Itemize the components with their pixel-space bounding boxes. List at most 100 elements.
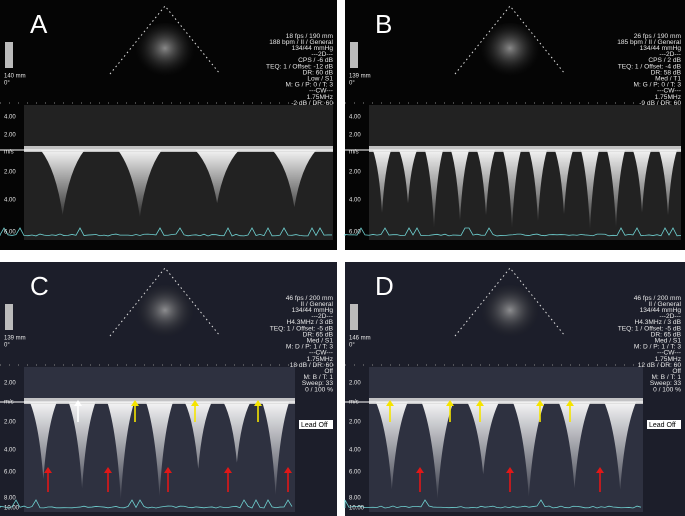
scale-label: m/s	[349, 150, 359, 156]
baseline-band	[24, 146, 333, 152]
setting-line: Med / S1	[655, 337, 682, 344]
setting-line: Med / T1	[655, 75, 681, 82]
sector-image	[135, 23, 195, 79]
setting-line: 18 fps / 190 mm	[286, 33, 334, 40]
angle-label: 0°	[4, 343, 10, 349]
setting-line: M: B / T: 1	[303, 374, 333, 381]
panel-letter: A	[30, 9, 48, 39]
scale-label: 2.00	[4, 170, 16, 176]
scale-label: 2.00	[4, 381, 16, 387]
sector-image	[480, 285, 540, 341]
scale-label: 4.00	[4, 448, 16, 454]
setting-line: 26 fps / 190 mm	[634, 33, 682, 40]
setting-line: 1.75MHz	[655, 94, 681, 101]
arrow-head	[44, 467, 52, 473]
scale-label: 10.00	[4, 506, 20, 512]
setting-line: ---2D---	[311, 51, 333, 58]
setting-line: Off	[324, 368, 333, 375]
arrow-head	[224, 467, 232, 473]
setting-line: II / General	[648, 301, 681, 308]
scale-label: 2.00	[349, 170, 361, 176]
arrow-head	[506, 467, 514, 473]
setting-line: Med / S1	[307, 337, 334, 344]
arrow-head	[191, 400, 199, 406]
scale-label: 4.00	[4, 198, 16, 204]
arrow-head	[596, 467, 604, 473]
setting-line: 1.75MHz	[655, 356, 681, 363]
setting-line: 1.75MHz	[307, 94, 333, 101]
gray-bar	[5, 304, 13, 330]
ecg-trace	[344, 499, 642, 509]
gray-bar	[5, 42, 13, 68]
scale-label: 10.00	[349, 506, 365, 512]
setting-line: 0 / 100 %	[305, 386, 333, 393]
setting-line: ---CW---	[657, 350, 681, 357]
doppler-spikes	[372, 150, 678, 230]
sector-image	[135, 285, 195, 341]
panel-letter: B	[375, 9, 392, 39]
setting-line: ---2D---	[311, 313, 333, 320]
setting-line: DR: 65 dB	[651, 331, 682, 338]
depth-label: 140 mm	[4, 74, 26, 80]
scale-label: 6.00	[349, 230, 361, 236]
setting-line: 134/44 mmHg	[640, 307, 682, 314]
lead-box	[299, 420, 333, 429]
baseline-band	[369, 146, 681, 152]
setting-line: M: G / P: 0 / T: 3	[285, 82, 333, 89]
scale-label: 4.00	[4, 115, 16, 121]
arrow-head	[284, 467, 292, 473]
scale-label: 6.00	[4, 230, 16, 236]
ecg-trace	[0, 499, 293, 509]
lead-label: Lead Off	[301, 422, 328, 429]
scale-label: m/s	[4, 400, 14, 406]
setting-line: 1.75MHz	[307, 356, 333, 363]
scale-label: 4.00	[349, 115, 361, 121]
scale-label: m/s	[349, 400, 359, 406]
setting-line: 185 bpm / II / General	[617, 39, 681, 46]
setting-line: 134/44 mmHg	[292, 307, 334, 314]
arrow-head	[164, 467, 172, 473]
setting-line: Sweep: 33	[650, 380, 681, 387]
doppler-spikes	[29, 402, 290, 500]
scale-label: m/s	[4, 150, 14, 156]
arrow-head	[446, 400, 454, 406]
doppler-spikes	[375, 402, 637, 500]
baseline-band	[369, 398, 643, 404]
doppler-spikes	[40, 150, 317, 218]
arrow-head	[254, 400, 262, 406]
setting-line: M: D / P: 1 / T: 3	[634, 344, 681, 351]
arrow-head	[74, 400, 82, 406]
setting-line: ---2D---	[659, 51, 681, 58]
ecg-trace	[0, 227, 333, 237]
arrow-head	[131, 400, 139, 406]
arrow-head	[566, 400, 574, 406]
scale-label: 8.00	[349, 496, 361, 502]
scale-label: 4.00	[349, 448, 361, 454]
setting-line: 12 dB / DR: 60	[638, 362, 682, 369]
setting-line: 188 bpm / II / General	[269, 39, 333, 46]
setting-line: ---CW---	[657, 88, 681, 95]
arrow-head	[476, 400, 484, 406]
setting-line: 46 fps / 200 mm	[634, 295, 682, 302]
setting-line: DR: 60 dB	[303, 69, 334, 76]
setting-line: 18 dB / DR: 60	[290, 362, 334, 369]
setting-line: Low / S1	[307, 75, 333, 82]
lead-label: Lead Off	[649, 422, 676, 429]
setting-line: ---2D---	[659, 313, 681, 320]
setting-line: DR: 58 dB	[651, 69, 682, 76]
panel-letter: C	[30, 271, 49, 301]
scale-label: 4.00	[349, 198, 361, 204]
setting-line: DR: 65 dB	[303, 331, 334, 338]
ecg-trace	[344, 227, 682, 237]
scale-label: 2.00	[349, 381, 361, 387]
setting-line: 0 / 100 %	[653, 386, 681, 393]
setting-line: Off	[672, 368, 681, 375]
setting-line: CPS / 2 dB	[648, 57, 681, 64]
setting-line: H4.3MHz / 3 dB	[634, 319, 681, 326]
scale-label: 2.00	[4, 420, 16, 426]
gray-bar	[350, 42, 358, 68]
angle-label: 0°	[349, 343, 355, 349]
